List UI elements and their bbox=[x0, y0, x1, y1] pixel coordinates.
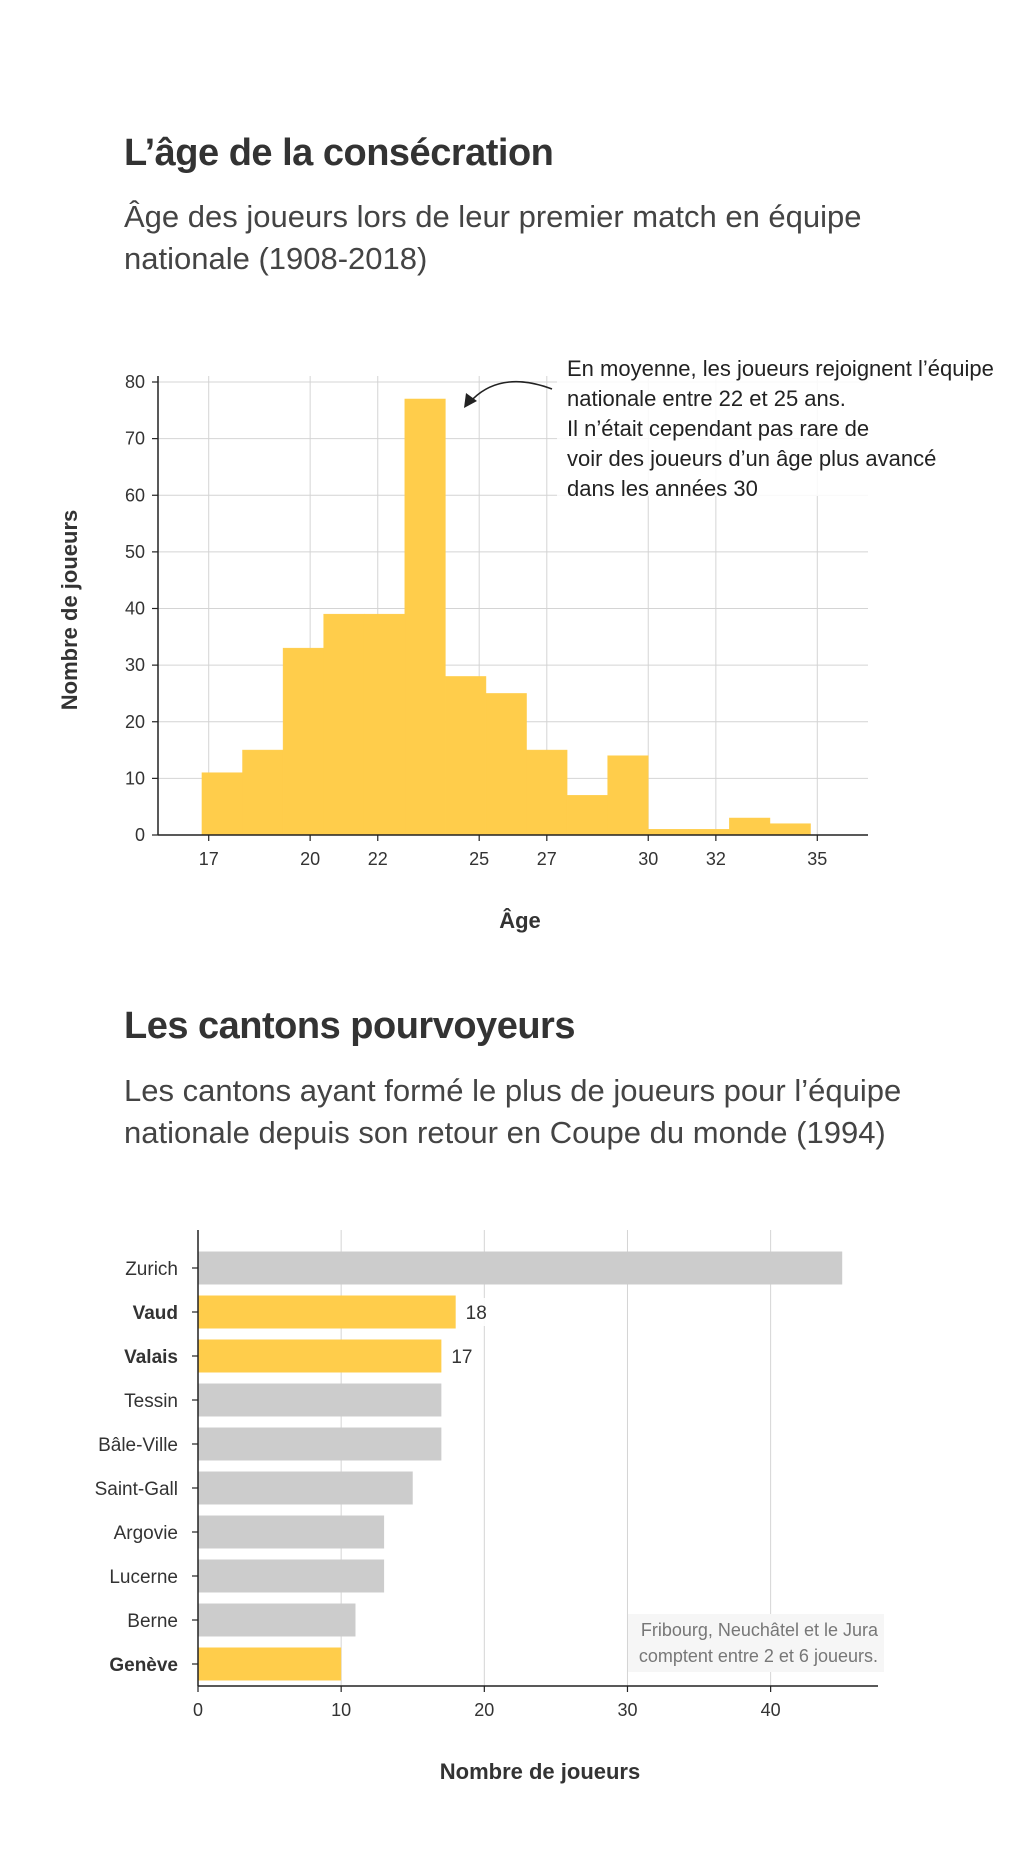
histogram-bar bbox=[282, 647, 324, 836]
canton-bar bbox=[198, 1647, 342, 1681]
y-tick-label: 60 bbox=[125, 485, 145, 505]
canton-bar bbox=[198, 1603, 356, 1637]
canton-label: Lucerne bbox=[109, 1567, 178, 1588]
canton-label: Valais bbox=[124, 1347, 178, 1368]
histogram-bar bbox=[688, 829, 730, 836]
x-tick-label: 35 bbox=[807, 849, 827, 869]
histogram-bar bbox=[769, 823, 811, 836]
canton-label: Argovie bbox=[114, 1523, 178, 1544]
y-axis-label: Nombre de joueurs bbox=[57, 510, 82, 710]
annotation-background bbox=[557, 346, 999, 496]
x-tick-label: 32 bbox=[706, 849, 726, 869]
x-tick-label: 22 bbox=[368, 849, 388, 869]
canton-bar bbox=[198, 1427, 442, 1461]
annotation-line: dans les années 30 bbox=[567, 476, 758, 501]
annotation-line: nationale entre 22 et 25 ans. bbox=[567, 386, 846, 411]
histogram-bar bbox=[201, 772, 243, 836]
canton-label: Tessin bbox=[124, 1391, 178, 1412]
canton-label: Bâle-Ville bbox=[98, 1435, 178, 1456]
canton-label: Berne bbox=[127, 1611, 178, 1632]
histogram-bar bbox=[485, 693, 527, 836]
annotation-background bbox=[628, 1614, 884, 1672]
x-tick-label: 30 bbox=[617, 1700, 637, 1720]
x-tick-label: 25 bbox=[469, 849, 489, 869]
data-label-background bbox=[459, 1298, 492, 1326]
canton-bar bbox=[198, 1383, 442, 1417]
x-tick-label: 0 bbox=[193, 1700, 203, 1720]
canton-bar bbox=[198, 1515, 385, 1549]
x-tick-label: 20 bbox=[300, 849, 320, 869]
annotation-arrow bbox=[469, 380, 553, 403]
histogram-subtitle: Âge des joueurs lors de leur premier mat… bbox=[124, 199, 862, 276]
x-tick-label: 27 bbox=[537, 849, 557, 869]
x-tick-label: 20 bbox=[474, 1700, 494, 1720]
annotation-arrowhead bbox=[464, 393, 477, 408]
canton-label: Saint-Gall bbox=[95, 1479, 178, 1500]
canton-bar bbox=[198, 1559, 385, 1593]
canton-label: Genève bbox=[109, 1655, 178, 1676]
canton-label: Zurich bbox=[125, 1259, 178, 1280]
y-tick-label: 40 bbox=[125, 599, 145, 619]
histogram-bar bbox=[647, 829, 690, 836]
canton-bar bbox=[198, 1295, 456, 1329]
annotation-line: Fribourg, Neuchâtel et le Jura bbox=[641, 1620, 879, 1640]
x-axis-label: Âge bbox=[499, 908, 541, 933]
annotation-line: voir des joueurs d’un âge plus avancé bbox=[567, 446, 936, 471]
histogram-bar bbox=[566, 795, 608, 836]
y-tick-label: 50 bbox=[125, 542, 145, 562]
data-label: 18 bbox=[466, 1303, 487, 1324]
x-tick-label: 40 bbox=[761, 1700, 781, 1720]
canton-bar bbox=[198, 1251, 843, 1285]
canton-bar bbox=[198, 1471, 413, 1505]
y-tick-label: 10 bbox=[125, 768, 145, 788]
x-tick-label: 17 bbox=[199, 849, 219, 869]
data-label-background bbox=[445, 1342, 478, 1370]
histogram-bar bbox=[363, 613, 406, 836]
histogram-bar bbox=[729, 817, 771, 836]
y-tick-label: 70 bbox=[125, 429, 145, 449]
histogram-bar bbox=[526, 749, 568, 836]
annotation-line: Il n’était cependant pas rare de bbox=[567, 416, 869, 441]
y-tick-label: 30 bbox=[125, 655, 145, 675]
annotation-line: comptent entre 2 et 6 joueurs. bbox=[639, 1646, 878, 1666]
y-tick-label: 20 bbox=[125, 712, 145, 732]
data-label: 17 bbox=[451, 1347, 472, 1368]
y-tick-label: 0 bbox=[135, 825, 145, 845]
canton-bar bbox=[198, 1339, 442, 1373]
histogram-bar bbox=[242, 749, 284, 836]
bar-chart-title: Les cantons pourvoyeurs bbox=[124, 1005, 575, 1047]
x-axis-label: Nombre de joueurs bbox=[440, 1759, 640, 1784]
x-tick-label: 10 bbox=[331, 1700, 351, 1720]
bar-chart-subtitle: Les cantons ayant formé le plus de joueu… bbox=[124, 1073, 902, 1150]
histogram-bar bbox=[445, 676, 487, 836]
histogram-bar bbox=[404, 398, 446, 836]
y-tick-label: 80 bbox=[125, 372, 145, 392]
histogram-bar bbox=[607, 755, 649, 836]
histogram-bar bbox=[323, 613, 365, 836]
x-tick-label: 30 bbox=[638, 849, 658, 869]
annotation-line: En moyenne, les joueurs rejoignent l’équ… bbox=[567, 356, 994, 381]
histogram-title: L’âge de la consécration bbox=[124, 132, 554, 174]
canton-label: Vaud bbox=[133, 1303, 178, 1324]
